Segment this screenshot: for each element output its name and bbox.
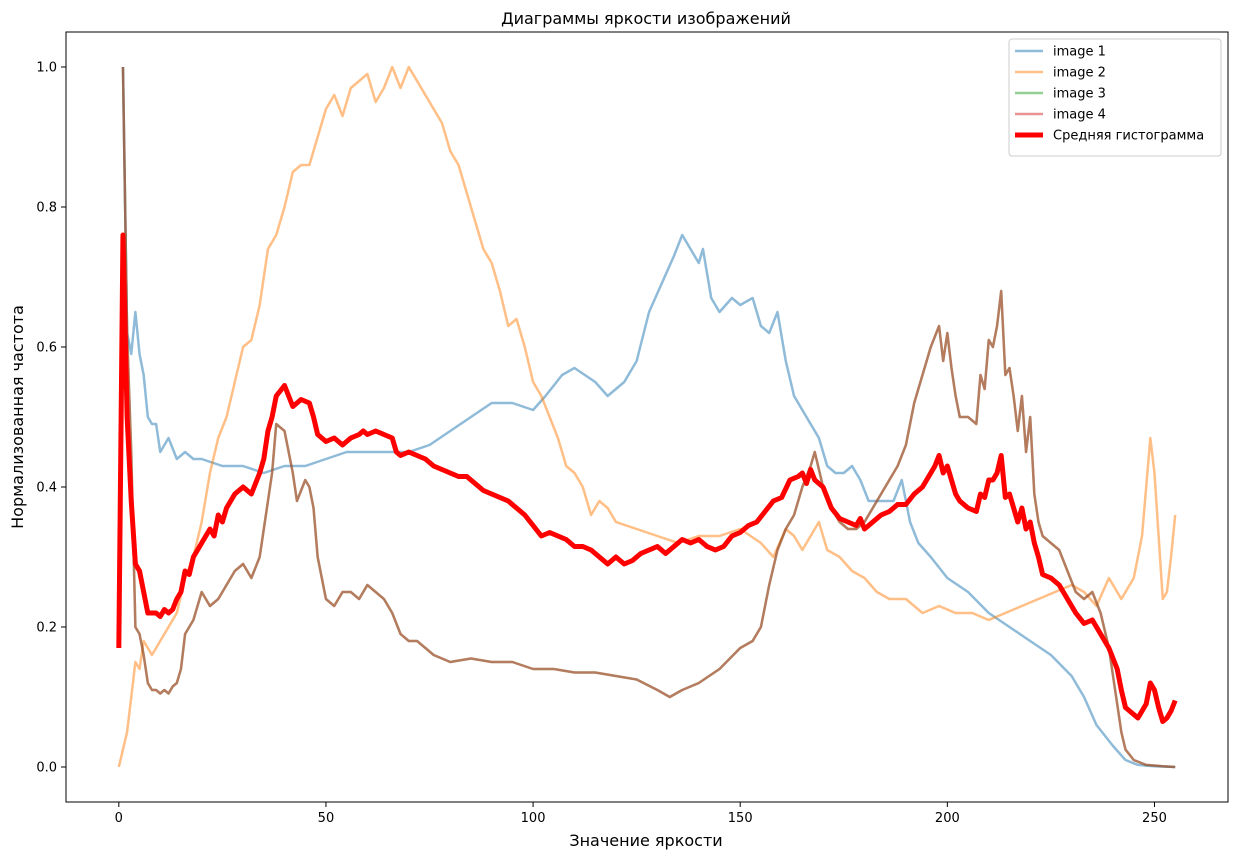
- x-axis: 0 50 100 150 200 250: [115, 802, 1167, 826]
- series-line-4: [121, 66, 1176, 769]
- legend-entry: Средняя гистограмма: [1053, 129, 1204, 144]
- x-tick-label: 0: [115, 811, 123, 826]
- x-tick-label: 200: [935, 811, 960, 826]
- y-tick-label: 1.0: [36, 61, 57, 76]
- y-axis: 0.0 0.2 0.4 0.6 0.8 1.0: [36, 61, 66, 776]
- x-tick-label: 100: [521, 811, 546, 826]
- series-line-2: [117, 65, 1177, 768]
- y-tick-label: 0.4: [36, 481, 57, 496]
- legend-entry: image 4: [1053, 108, 1106, 123]
- series-line-5: [116, 232, 1178, 724]
- x-tick-label: 150: [728, 811, 753, 826]
- legend-box: [1008, 38, 1222, 157]
- x-tick-label: 50: [318, 811, 335, 826]
- y-axis-label: Нормализованная частота: [8, 305, 27, 529]
- legend: image 1 image 2 image 3 image 4 Средняя гист…: [1008, 38, 1222, 157]
- legend-entry: image 1: [1053, 45, 1106, 60]
- y-tick-label: 0.8: [36, 201, 57, 216]
- legend-entry: image 3: [1053, 87, 1106, 102]
- series-layer: [116, 65, 1178, 769]
- plot-frame: [65, 31, 1229, 803]
- series-line-1: [121, 66, 1176, 769]
- y-tick-label: 0.0: [36, 761, 57, 776]
- y-tick-label: 0.2: [36, 621, 57, 636]
- x-axis-label: Значение яркости: [569, 831, 722, 850]
- x-tick-label: 250: [1142, 811, 1167, 826]
- legend-entry: image 2: [1053, 66, 1106, 81]
- y-tick-label: 0.6: [36, 341, 57, 356]
- chart-title: Диаграммы яркости изображений: [501, 9, 791, 28]
